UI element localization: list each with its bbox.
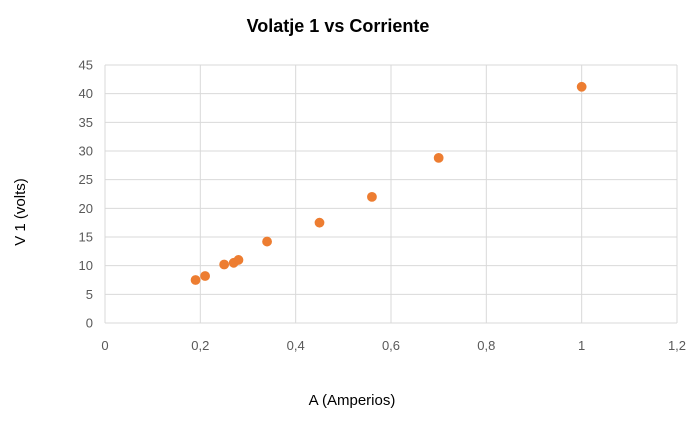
chart-title: Volatje 1 vs Corriente — [247, 16, 430, 36]
y-tick-label: 40 — [79, 86, 93, 101]
x-tick-label: 0,2 — [191, 338, 209, 353]
y-tick-label: 25 — [79, 172, 93, 187]
y-tick-labels: 0 5 10 15 20 25 30 35 40 45 — [79, 58, 93, 331]
y-tick-label: 15 — [79, 230, 93, 245]
y-tick-label: 45 — [79, 58, 93, 73]
x-tick-label: 0 — [101, 338, 108, 353]
data-point — [200, 271, 211, 281]
x-tick-label: 0,4 — [287, 338, 305, 353]
data-point — [433, 152, 444, 163]
data-point — [219, 259, 230, 270]
y-tick-label: 20 — [79, 201, 93, 216]
x-tick-label: 1,2 — [668, 338, 686, 353]
data-point — [367, 191, 377, 202]
data-points — [190, 81, 587, 285]
y-tick-label: 30 — [79, 144, 93, 159]
data-point — [314, 217, 325, 228]
y-tick-label: 0 — [86, 316, 93, 331]
y-axis-label: V 1 (volts) — [12, 178, 29, 246]
x-axis-label: A (Amperios) — [309, 392, 396, 409]
y-tick-label: 10 — [79, 258, 93, 273]
x-tick-label: 0,8 — [477, 338, 495, 353]
data-point — [576, 81, 587, 92]
x-tick-label: 0,6 — [382, 338, 400, 353]
x-tick-labels: 0 0,2 0,4 0,6 0,8 1 1,2 — [101, 338, 686, 353]
data-point — [233, 255, 244, 265]
data-point — [262, 236, 272, 247]
axes — [104, 65, 677, 324]
x-tick-label: 1 — [578, 338, 585, 353]
grid-lines — [105, 64, 678, 323]
y-tick-label: 35 — [79, 115, 93, 130]
data-point — [190, 275, 201, 285]
y-tick-label: 5 — [86, 287, 93, 302]
